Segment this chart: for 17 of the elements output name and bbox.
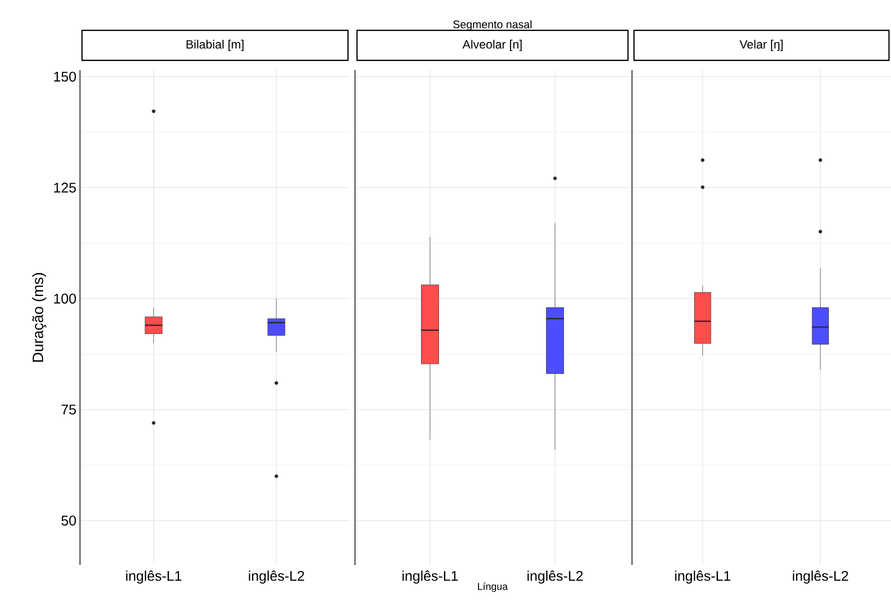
x-axis-title: Língua [478,582,508,592]
x-tick-label: inglês-L2 [528,570,583,584]
x-tick-label: inglês-L1 [126,570,182,584]
chart-title: Alveolar [n] [462,40,522,51]
x-tick-label: inglês-L2 [248,570,304,584]
chart-title: Velar [ŋ] [740,40,783,51]
y-axis-title: Duração (ms) [32,273,46,362]
y-tick-label: 150 [54,72,76,82]
y-tick-label: 75 [62,404,76,415]
x-tick-label: inglês-L1 [675,570,730,584]
x-tick-label: inglês-L1 [402,570,458,584]
y-tick-label: 125 [54,182,76,193]
y-tick-label: 50 [61,516,76,526]
y-tick-label: 100 [54,294,76,304]
text: Segmento nasal [453,20,532,30]
chart-title: Bilabial [m] [186,40,244,51]
x-tick-label: inglês-L2 [792,570,848,584]
